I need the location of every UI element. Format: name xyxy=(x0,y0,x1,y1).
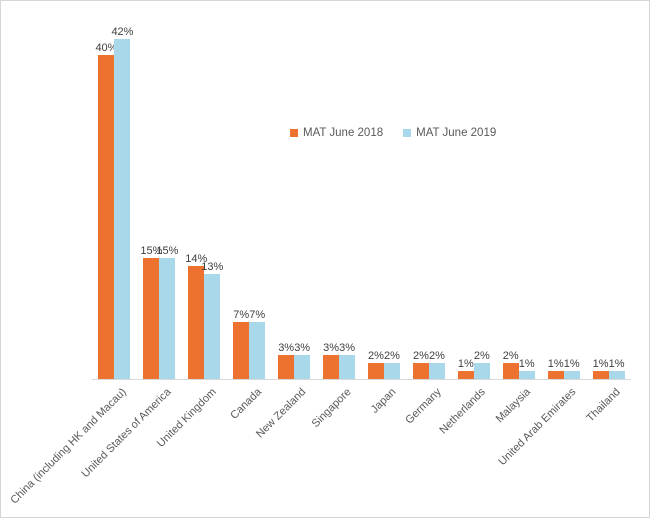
data-label: 7% xyxy=(249,309,266,322)
data-label: 2% xyxy=(368,349,384,362)
plot-area: 40% 42% 15% 15% 14% 13% 7% 7% 3% 3% 3% 3% 2% 2% 2% 2% 1%… xyxy=(92,1,631,380)
bar-series-1: 14% xyxy=(185,253,207,379)
data-label: 1% xyxy=(563,357,580,370)
bar-series-1: 15% xyxy=(140,245,162,379)
bar-series-1: 2% xyxy=(367,350,384,379)
data-label: 1% xyxy=(547,357,564,370)
category-label: Netherlands xyxy=(437,386,489,437)
bar-series-1: 40% xyxy=(95,42,117,379)
bar-series-1: 3% xyxy=(323,342,340,379)
data-label: 14% xyxy=(185,252,208,265)
bar-group-1: 40% 42% xyxy=(92,1,137,379)
bar-group-8: 2% 2% xyxy=(406,1,451,379)
legend-item-mat-june-2018: MAT June 2018 xyxy=(290,127,383,139)
bar-group-7: 2% 2% xyxy=(362,1,407,379)
data-label: 42% xyxy=(111,26,134,38)
bar-series-2: 42% xyxy=(111,26,133,379)
data-label: 7% xyxy=(233,309,250,322)
data-label: 2% xyxy=(384,349,400,362)
data-label: 2% xyxy=(412,349,429,362)
bar-group-12: 1% 1% xyxy=(586,1,631,379)
data-label: 1% xyxy=(518,357,535,370)
data-label: 40% xyxy=(95,42,118,55)
bar-series-2: 15% xyxy=(156,245,178,379)
legend: MAT June 2018 MAT June 2019 xyxy=(290,127,496,139)
bar-series-1: 3% xyxy=(278,342,295,379)
category-label: Singapore xyxy=(309,386,354,430)
legend-swatch-2019-icon xyxy=(403,129,412,137)
bar-group-11: 1% 1% xyxy=(541,1,586,379)
data-label: 3% xyxy=(339,341,356,354)
bar-group-3: 14% 13% xyxy=(182,1,227,379)
bar-series-2: 2% xyxy=(473,350,490,379)
legend-item-mat-june-2019: MAT June 2019 xyxy=(403,127,496,139)
bar-series-2: 1% xyxy=(608,358,625,379)
bar-series-2: 1% xyxy=(518,358,535,379)
data-label: 2% xyxy=(473,349,490,362)
bar-group-9: 1% 2% xyxy=(451,1,496,379)
data-label: 15% xyxy=(156,244,179,257)
data-label: 3% xyxy=(294,341,311,354)
bar-group-5: 3% 3% xyxy=(272,1,317,379)
bar-series-1: 7% xyxy=(233,309,250,379)
bar-group-10: 2% 1% xyxy=(496,1,541,379)
data-label: 1% xyxy=(592,357,609,370)
category-label: Canada xyxy=(227,386,264,422)
category-label: Malaysia xyxy=(493,386,534,426)
category-label: Germany xyxy=(402,386,444,427)
bar-series-2: 13% xyxy=(201,261,223,379)
data-label: 3% xyxy=(278,341,295,354)
data-label: 2% xyxy=(502,349,519,362)
category-label: Japan xyxy=(368,386,399,416)
bar-series-2: 3% xyxy=(339,342,356,379)
data-label: 3% xyxy=(323,341,340,354)
bar-group-6: 3% 3% xyxy=(317,1,362,379)
bar-series-1: 2% xyxy=(412,350,429,379)
category-label: Thailand xyxy=(584,386,623,425)
data-label: 1% xyxy=(608,357,625,370)
bar-series-2: 2% xyxy=(428,350,445,379)
data-label: 15% xyxy=(140,244,163,257)
data-label: 1% xyxy=(457,357,474,370)
bar-group-2: 15% 15% xyxy=(137,1,182,379)
bar-series-1: 1% xyxy=(592,358,609,379)
bar-series-2: 1% xyxy=(563,358,580,379)
legend-label-2018: MAT June 2018 xyxy=(303,127,384,139)
bar-series-1: 1% xyxy=(547,358,564,379)
category-label: United Arab Emirates xyxy=(496,386,579,468)
category-label: United States of America xyxy=(79,386,174,481)
bar-series-1: 1% xyxy=(457,358,474,379)
legend-label-2019: MAT June 2019 xyxy=(416,127,497,139)
bar-series-2: 3% xyxy=(294,342,311,379)
bar-series-1: 2% xyxy=(502,350,519,379)
bar-series-2: 2% xyxy=(383,350,400,379)
legend-swatch-2018-icon xyxy=(290,129,298,137)
bar-series-2: 7% xyxy=(249,309,266,379)
bar-group-4: 7% 7% xyxy=(227,1,272,379)
data-label: 2% xyxy=(428,349,445,362)
data-label: 13% xyxy=(201,260,224,273)
